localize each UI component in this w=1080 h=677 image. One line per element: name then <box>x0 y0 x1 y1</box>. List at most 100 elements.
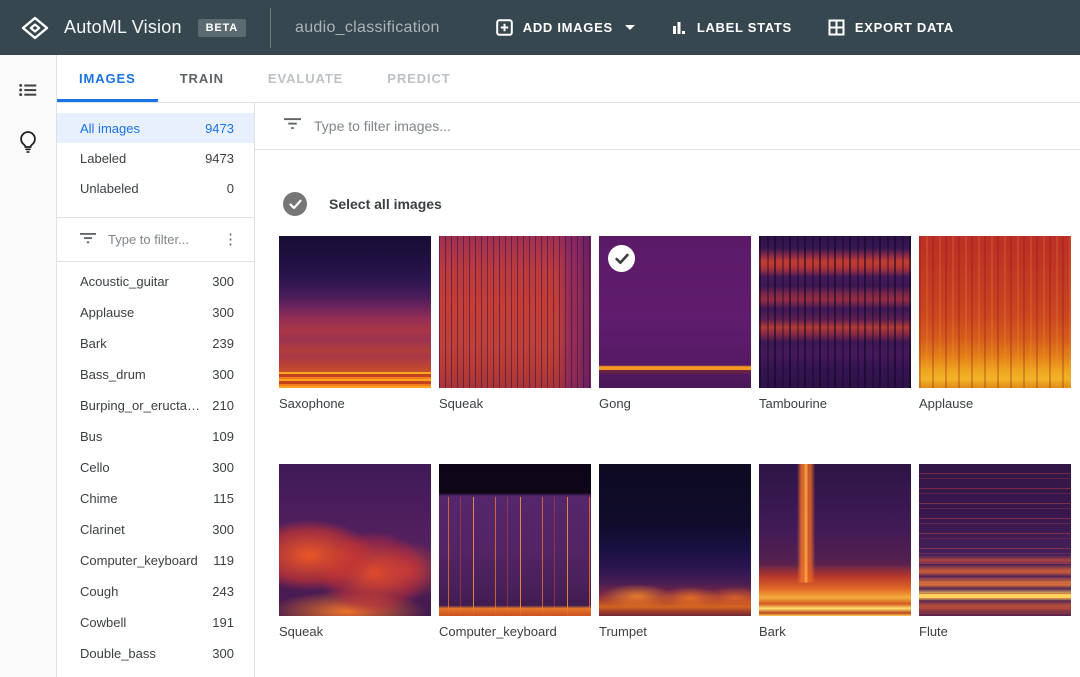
label-name: Clarinet <box>80 522 125 537</box>
tab-label: EVALUATE <box>268 71 343 86</box>
label-name: Cough <box>80 584 118 599</box>
add-images-label: ADD IMAGES <box>523 20 613 35</box>
label-count: 239 <box>212 336 234 351</box>
tab-label: TRAIN <box>180 71 224 86</box>
app-title: AutoML Vision <box>64 17 182 38</box>
image-cell: Gong <box>599 236 751 411</box>
spectrogram-thumbnail[interactable] <box>919 236 1071 388</box>
header-actions: ADD IMAGES LABEL STATS <box>482 11 968 44</box>
spectrogram-thumbnail[interactable] <box>279 464 431 616</box>
image-label: Flute <box>919 624 1071 639</box>
label-count: 115 <box>213 491 234 506</box>
image-label: Trumpet <box>599 624 751 639</box>
label-count: 109 <box>212 429 234 444</box>
label-filter-input[interactable] <box>108 232 205 247</box>
label-row[interactable]: Double_bass 300 <box>57 638 254 669</box>
lightbulb-icon[interactable] <box>12 124 44 163</box>
select-all-row[interactable]: Select all images <box>283 192 1080 216</box>
sidebar: All images 9473 Labeled 9473 Unlabeled <box>57 103 255 677</box>
header-divider <box>270 8 271 48</box>
label-name: Bus <box>80 429 102 444</box>
add-box-icon <box>496 19 513 36</box>
label-row[interactable]: Applause 300 <box>57 297 254 328</box>
label-count: 300 <box>212 367 234 382</box>
tab-label: IMAGES <box>79 71 136 86</box>
app-header: AutoML Vision BETA audio_classification … <box>0 0 1080 55</box>
image-grid: Saxophone <box>255 216 1080 639</box>
label-row[interactable]: Bus 109 <box>57 421 254 452</box>
label-name: Applause <box>80 305 134 320</box>
selected-check-icon <box>608 245 635 272</box>
filter-icon <box>80 231 96 249</box>
spectrogram-thumbnail[interactable] <box>599 464 751 616</box>
tab[interactable]: IMAGES <box>57 55 158 102</box>
beta-badge: BETA <box>198 19 246 37</box>
image-label: Tambourine <box>759 396 911 411</box>
image-cell: Saxophone <box>279 236 431 411</box>
spectrogram-thumbnail[interactable] <box>919 464 1071 616</box>
label-row[interactable]: Bass_drum 300 <box>57 359 254 390</box>
spectrogram-thumbnail[interactable] <box>439 236 591 388</box>
item-list-icon[interactable] <box>11 73 45 110</box>
image-label: Applause <box>919 396 1071 411</box>
label-name: Double_bass <box>80 646 156 661</box>
summary-label: Unlabeled <box>80 181 139 196</box>
label-count: 191 <box>212 615 234 630</box>
sidebar-summary-row[interactable]: Labeled 9473 <box>57 143 254 173</box>
automl-vision-app: AutoML Vision BETA audio_classification … <box>0 0 1080 677</box>
spectrogram-thumbnail[interactable] <box>439 464 591 616</box>
label-stats-label: LABEL STATS <box>697 20 792 35</box>
label-row[interactable]: Burping_or_eructati… 210 <box>57 390 254 421</box>
sidebar-summary-row[interactable]: All images 9473 <box>57 113 254 143</box>
label-row[interactable]: Bark 239 <box>57 328 254 359</box>
tab-label: PREDICT <box>387 71 450 86</box>
summary-count: 0 <box>227 181 234 196</box>
summary-count: 9473 <box>205 121 234 136</box>
kebab-menu-icon[interactable]: ⋮ <box>217 230 244 249</box>
bar-chart-icon <box>671 20 687 36</box>
label-row[interactable]: Computer_keyboard 119 <box>57 545 254 576</box>
sidebar-filter: ⋮ <box>57 218 254 262</box>
image-cell: Bark <box>759 464 911 639</box>
dataset-name: audio_classification <box>295 19 440 37</box>
image-label: Squeak <box>439 396 591 411</box>
spectrogram-thumbnail[interactable] <box>759 464 911 616</box>
label-name: Chime <box>80 491 118 506</box>
image-filter-input[interactable] <box>314 118 1064 134</box>
image-cell: Applause <box>919 236 1071 411</box>
add-images-button[interactable]: ADD IMAGES <box>482 11 649 44</box>
label-row[interactable]: Acoustic_guitar 300 <box>57 266 254 297</box>
image-cell: Trumpet <box>599 464 751 639</box>
image-cell: Squeak <box>279 464 431 639</box>
left-rail <box>0 55 57 677</box>
label-count: 300 <box>212 522 234 537</box>
spectrogram-thumbnail[interactable] <box>279 236 431 388</box>
label-name: Burping_or_eructati… <box>80 398 200 413</box>
image-label: Squeak <box>279 624 431 639</box>
spectrogram-thumbnail[interactable] <box>599 236 751 388</box>
summary-count: 9473 <box>205 151 234 166</box>
image-browser: Select all images <box>255 103 1080 677</box>
label-row[interactable]: Chime 115 <box>57 483 254 514</box>
select-all-check-icon[interactable] <box>283 192 307 216</box>
sidebar-summary-row[interactable]: Unlabeled 0 <box>57 173 254 203</box>
label-stats-button[interactable]: LABEL STATS <box>657 12 806 44</box>
tab: PREDICT <box>365 55 472 102</box>
export-data-button[interactable]: EXPORT DATA <box>814 11 968 44</box>
summary-label: All images <box>80 121 140 136</box>
label-list: Acoustic_guitar 300 Applause 300 Bark <box>57 262 254 669</box>
label-count: 300 <box>212 274 234 289</box>
image-cell: Flute <box>919 464 1071 639</box>
image-label: Bark <box>759 624 911 639</box>
spectrogram-thumbnail[interactable] <box>759 236 911 388</box>
image-cell: Tambourine <box>759 236 911 411</box>
tab[interactable]: TRAIN <box>158 55 246 102</box>
label-row[interactable]: Cello 300 <box>57 452 254 483</box>
label-row[interactable]: Cough 243 <box>57 576 254 607</box>
label-count: 210 <box>212 398 234 413</box>
label-row[interactable]: Clarinet 300 <box>57 514 254 545</box>
label-name: Computer_keyboard <box>80 553 198 568</box>
sidebar-summary: All images 9473 Labeled 9473 Unlabeled <box>57 113 254 203</box>
tab: EVALUATE <box>246 55 365 102</box>
label-row[interactable]: Cowbell 191 <box>57 607 254 638</box>
